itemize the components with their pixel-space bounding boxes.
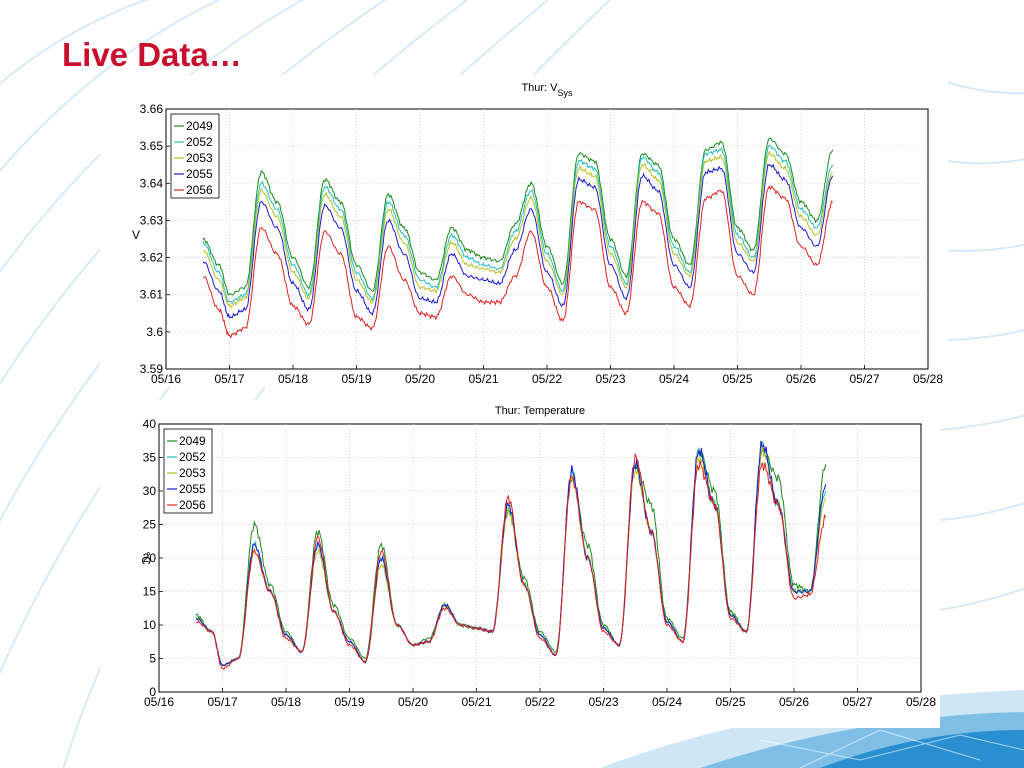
legend-entry: 2055 xyxy=(179,482,206,496)
series-line-2052 xyxy=(202,144,834,305)
x-tick-label: 05/22 xyxy=(532,372,562,386)
series-line-2056 xyxy=(196,453,827,671)
temperature-chart: 05/16 05/17 05/18 05/19 05/20 05/21 05/22 05/23… xyxy=(100,400,940,728)
y-tick-label: 3.64 xyxy=(140,176,164,190)
y-tick-label: 35 xyxy=(143,451,157,465)
series-line-2053 xyxy=(202,150,834,309)
chart-title: Thur: VSys xyxy=(521,82,573,98)
y-tick-label: 3.59 xyxy=(140,362,164,376)
x-tick-label: 05/17 xyxy=(207,695,237,709)
x-tick-label: 05/25 xyxy=(722,372,752,386)
x-tick-label: 05/27 xyxy=(849,372,879,386)
legend-entry: 2056 xyxy=(186,183,213,197)
voltage-chart: 05/16 05/17 05/18 05/19 05/20 05/21 05/22 05/23… xyxy=(100,75,948,387)
x-tick-label: 05/16 xyxy=(151,372,181,386)
y-tick-label: 25 xyxy=(143,518,157,532)
x-tick-label: 05/17 xyxy=(214,372,244,386)
voltage-chart-svg: 05/16 05/17 05/18 05/19 05/20 05/21 05/22 05/23… xyxy=(132,82,943,386)
x-tick-label: 05/23 xyxy=(595,372,625,386)
series-line-2055 xyxy=(202,163,834,319)
x-tick-label: 05/28 xyxy=(913,372,943,386)
series-line-2049 xyxy=(202,137,834,296)
chart-title: Thur: Temperature xyxy=(495,405,585,417)
x-tick-label: 05/18 xyxy=(271,695,301,709)
temperature-chart-svg: 05/16 05/17 05/18 05/19 05/20 05/21 05/22 05/23… xyxy=(139,405,936,709)
legend: 2049 2052 2053 2055 2056 xyxy=(170,113,220,199)
legend-entry: 2053 xyxy=(179,466,206,480)
legend-entry: 2056 xyxy=(179,498,206,512)
y-axis-label: °C xyxy=(139,551,153,565)
x-tick-label: 05/26 xyxy=(786,372,816,386)
x-tick-label: 05/19 xyxy=(341,372,371,386)
x-tick-label: 05/27 xyxy=(842,695,872,709)
x-tick-label: 05/21 xyxy=(468,372,498,386)
x-tick-label: 05/25 xyxy=(715,695,745,709)
x-tick-label: 05/22 xyxy=(525,695,555,709)
legend-entry: 2052 xyxy=(186,135,213,149)
x-tick-label: 05/26 xyxy=(779,695,809,709)
grid-lines xyxy=(159,424,921,692)
y-tick-label: 0 xyxy=(149,685,156,699)
legend-entry: 2052 xyxy=(179,450,206,464)
y-tick-label: 3.63 xyxy=(140,213,164,227)
y-tick-label: 30 xyxy=(143,484,157,498)
x-tick-label: 05/24 xyxy=(659,372,689,386)
x-tick-label: 05/20 xyxy=(405,372,435,386)
y-tick-label: 20 xyxy=(143,551,157,565)
y-tick-label: 10 xyxy=(143,618,157,632)
x-tick-label: 05/28 xyxy=(906,695,936,709)
x-tick-label: 05/23 xyxy=(588,695,618,709)
x-tick-label: 05/18 xyxy=(278,372,308,386)
y-tick-label: 3.65 xyxy=(140,139,164,153)
y-axis-label: V xyxy=(132,228,140,242)
x-tick-label: 05/19 xyxy=(334,695,364,709)
chart-title-subscript: Sys xyxy=(558,88,574,98)
y-tick-label: 3.6 xyxy=(146,325,163,339)
y-tick-label: 40 xyxy=(143,417,157,431)
legend-entry: 2055 xyxy=(186,167,213,181)
legend: 2049 2052 2053 2055 2056 xyxy=(163,428,213,514)
x-tick-label: 05/16 xyxy=(144,695,174,709)
slide-title: Live Data… xyxy=(62,36,242,73)
y-tick-label: 15 xyxy=(143,585,157,599)
y-tick-label: 5 xyxy=(149,652,156,666)
series-line-2056 xyxy=(202,185,834,339)
legend-entry: 2049 xyxy=(186,119,213,133)
legend-entry: 2049 xyxy=(179,434,206,448)
x-tick-label: 05/20 xyxy=(398,695,428,709)
grid-lines xyxy=(166,109,928,369)
y-tick-label: 3.62 xyxy=(140,251,164,265)
y-tick-label: 3.61 xyxy=(140,288,164,302)
x-tick-label: 05/21 xyxy=(461,695,491,709)
x-tick-label: 05/24 xyxy=(652,695,682,709)
y-tick-label: 3.66 xyxy=(140,102,164,116)
legend-entry: 2053 xyxy=(186,151,213,165)
